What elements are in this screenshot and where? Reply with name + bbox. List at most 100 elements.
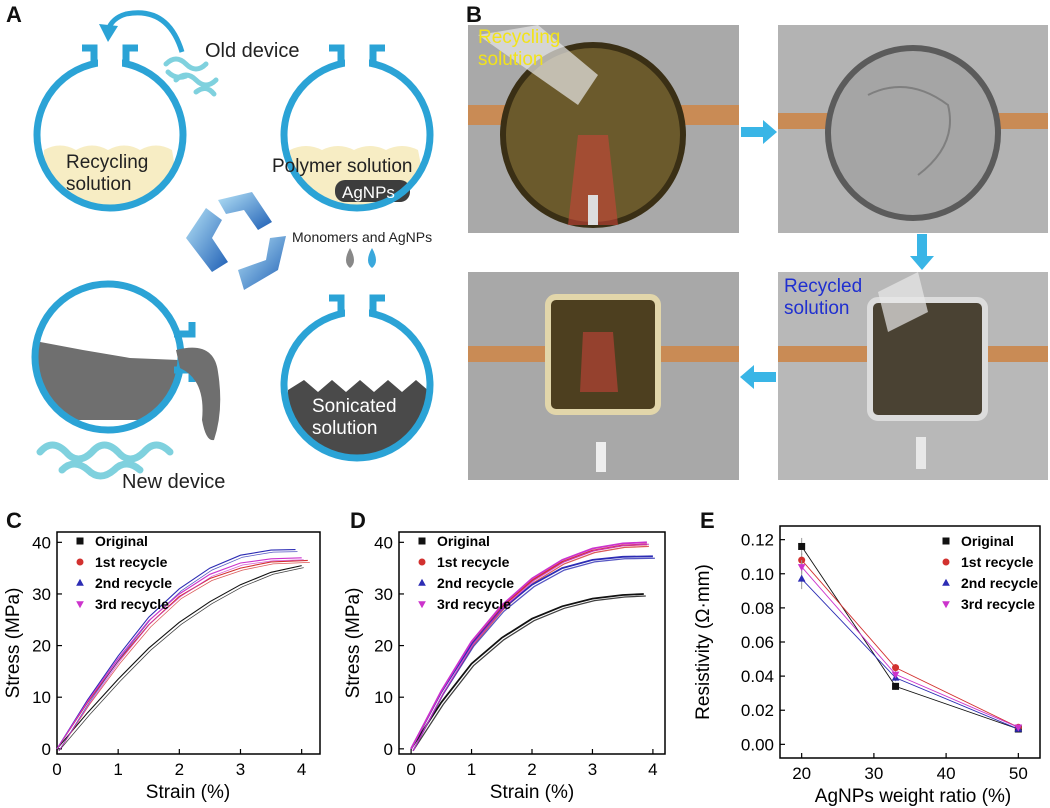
flask-recycling-label: Recycling solution: [66, 152, 148, 195]
photo-pouring-recycling: Recycling solution: [468, 25, 739, 233]
flask-pouring: [31, 280, 221, 441]
legend-marker: [942, 537, 950, 545]
legend-marker: [418, 578, 426, 586]
x-tick-label: 4: [648, 760, 657, 779]
y-tick-label: 0.02: [741, 701, 774, 720]
panel-label-d: D: [350, 508, 366, 533]
legend-label: 2nd recycle: [437, 575, 514, 591]
series-line-unload: [412, 557, 655, 752]
panel-label-c: C: [6, 508, 22, 533]
x-tick-label: 3: [236, 760, 245, 779]
photo-dissolved-device: [778, 25, 1048, 233]
arrow-left-icon: [740, 365, 776, 389]
monomers-agnps-label: Monomers and AgNPs: [292, 229, 432, 245]
arrow-down-icon: [910, 234, 934, 270]
plot-area-c: [56, 531, 321, 755]
x-tick-label: 2: [527, 760, 536, 779]
flask-sonicated: Sonicated solution: [280, 294, 434, 462]
y-tick-label: 20: [32, 637, 51, 656]
x-tick-label: 3: [588, 760, 597, 779]
series-line: [56, 557, 302, 750]
data-point: [797, 574, 806, 582]
series-line-unload: [412, 543, 649, 752]
panel-a-schematic: Recycling solution Old device Polymer sol…: [31, 10, 434, 493]
legend-label: 3rd recycle: [437, 596, 511, 612]
data-point: [798, 542, 806, 550]
ylabel-d: Stress (MPa): [343, 588, 364, 699]
series-line: [56, 565, 302, 750]
legend: Original 1st recycle 2nd recycle 3rd recycl…: [76, 533, 172, 612]
series-line: [410, 541, 647, 750]
x-tick-label: 0: [52, 760, 61, 779]
y-tick-label: 40: [32, 533, 51, 552]
legend-marker: [418, 537, 426, 545]
xlabel-e: AgNPs weight ratio (%): [815, 786, 1011, 807]
old-device-icon: [163, 56, 219, 97]
y-tick-label: 10: [374, 688, 393, 707]
legend-label: 3rd recycle: [95, 596, 169, 612]
panel-label-e: E: [700, 508, 715, 533]
ylabel-e: Resistivity (Ω·mm): [693, 564, 714, 720]
series-line-unload: [58, 562, 310, 752]
series-line: [801, 546, 1019, 730]
legend-marker: [76, 578, 84, 586]
data-point: [797, 564, 806, 572]
data-point: [1014, 724, 1023, 732]
data-point: [892, 664, 900, 672]
y-tick-label: 0.12: [741, 531, 774, 550]
data-point: [891, 671, 900, 679]
x-tick-label: 1: [113, 760, 122, 779]
new-device-label: New device: [122, 471, 225, 493]
legend-label: Original: [437, 533, 490, 549]
legend-label: Original: [95, 533, 148, 549]
series-line: [56, 559, 308, 750]
x-tick-label: 4: [297, 760, 306, 779]
y-tick-label: 0.06: [741, 633, 774, 652]
legend-marker: [76, 537, 84, 545]
legend-label: 1st recycle: [437, 554, 510, 570]
agnps-label: AgNPs: [342, 183, 395, 202]
legend-label: 2nd recycle: [961, 575, 1038, 591]
legend: Original 1st recycle 2nd recycle 3rd recycl…: [942, 533, 1038, 612]
y-tick-label: 0.10: [741, 565, 774, 584]
x-tick-label: 1: [467, 760, 476, 779]
recycle-icon: [186, 192, 286, 290]
x-tick-label: 40: [937, 764, 956, 783]
x-tick-label: 2: [175, 760, 184, 779]
polymer-solution-label: Polymer solution: [272, 156, 412, 177]
legend-label: 3rd recycle: [961, 596, 1035, 612]
old-device-label: Old device: [205, 40, 300, 62]
legend-label: 1st recycle: [95, 554, 168, 570]
photo-new-device-lit: [468, 272, 739, 480]
legend-marker: [942, 558, 950, 566]
legend-marker: [418, 601, 426, 609]
legend-marker: [76, 601, 84, 609]
legend-marker: [76, 558, 84, 566]
series-line-unload: [412, 595, 646, 752]
ylabel-c: Stress (MPa): [3, 588, 24, 699]
series-line-unload: [58, 551, 298, 752]
legend-marker: [418, 558, 426, 566]
y-tick-label: 0.08: [741, 599, 774, 618]
recycling-solution-photo-label: Recycling solution: [478, 27, 561, 70]
series-line: [56, 549, 296, 750]
y-tick-label: 0: [384, 740, 393, 759]
y-tick-label: 40: [374, 533, 393, 552]
new-device-icon: [36, 441, 174, 480]
x-tick-label: 50: [1009, 764, 1028, 783]
flask-recycling: Recycling solution: [33, 44, 187, 212]
legend: Original 1st recycle 2nd recycle 3rd recycl…: [418, 533, 514, 612]
photo-pouring-recycled: Recycled solution: [778, 272, 1048, 480]
series-line-unload: [58, 567, 304, 752]
flask-polymer: Polymer solution AgNPs: [272, 44, 434, 212]
series-line-unload: [58, 559, 304, 752]
y-tick-label: 0.04: [741, 667, 774, 686]
sonicated-label: Sonicated solution: [312, 396, 397, 439]
y-tick-label: 20: [374, 637, 393, 656]
chart-e: AgNPs weight ratio (%) Resistivity (Ω·mm…: [693, 525, 1041, 807]
recycled-solution-photo-label: Recycled solution: [784, 276, 863, 319]
curved-arrow-icon: [105, 10, 185, 53]
x-tick-label: 0: [406, 760, 415, 779]
